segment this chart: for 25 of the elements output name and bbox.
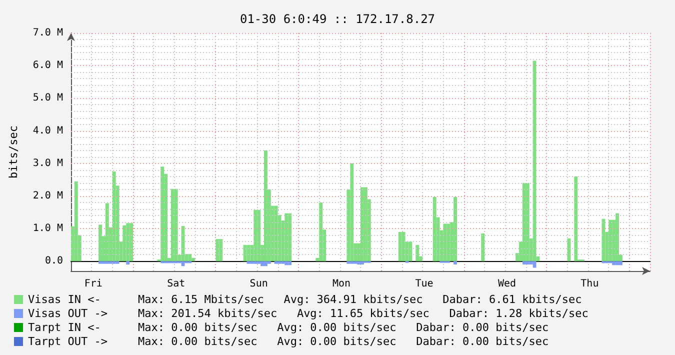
y-tick-label: 4.0 M: [32, 125, 63, 136]
chart-title: 01-30 6:0:49 :: 172.17.8.27: [240, 12, 436, 26]
x-tick-label: Sun: [250, 278, 268, 290]
y-tick-label: 1.0 M: [32, 223, 63, 234]
x-tick-label: Tue: [415, 278, 434, 290]
legend-label: Tarpt OUT ->: [28, 335, 108, 348]
x-tick-label: Sat: [167, 278, 186, 290]
y-axis-title: bits/sec: [7, 126, 20, 178]
x-tick-label: Wed: [498, 278, 516, 290]
text: Max: 6.15 Mbits/sec Avg: 364.91 kbits/sec Dabar: 6.61 kbits/sec: [138, 293, 582, 306]
y-tick-label: 2.0 M: [32, 190, 63, 202]
legend-label: Visas IN <-: [28, 293, 101, 306]
text: Max: 0.00 bits/sec Avg: 0.00 bits/sec Dabar: 0.00 bits/sec: [138, 335, 549, 348]
legend-label: Tarpt IN <-: [28, 321, 101, 334]
legend-label: Visas OUT ->: [28, 307, 108, 320]
y-tick-label: 5.0 M: [32, 92, 63, 104]
y-tick-label: 7.0 M: [32, 28, 63, 38]
x-tick-label: Mon: [332, 278, 351, 290]
y-tick-label: 3.0 M: [32, 158, 63, 169]
y-tick-label: 0.0: [44, 256, 63, 267]
text: Max: 201.54 kbits/sec Avg: 11.65 kbits/sec Dabar: 1.28 kbits/sec: [138, 307, 588, 320]
text: Max: 0.00 bits/sec Avg: 0.00 bits/sec Dabar: 0.00 bits/sec: [138, 321, 549, 334]
x-tick-label: Thu: [580, 278, 599, 290]
x-tick-label: Fri: [84, 278, 102, 290]
y-tick-label: 6.0 M: [32, 60, 63, 72]
